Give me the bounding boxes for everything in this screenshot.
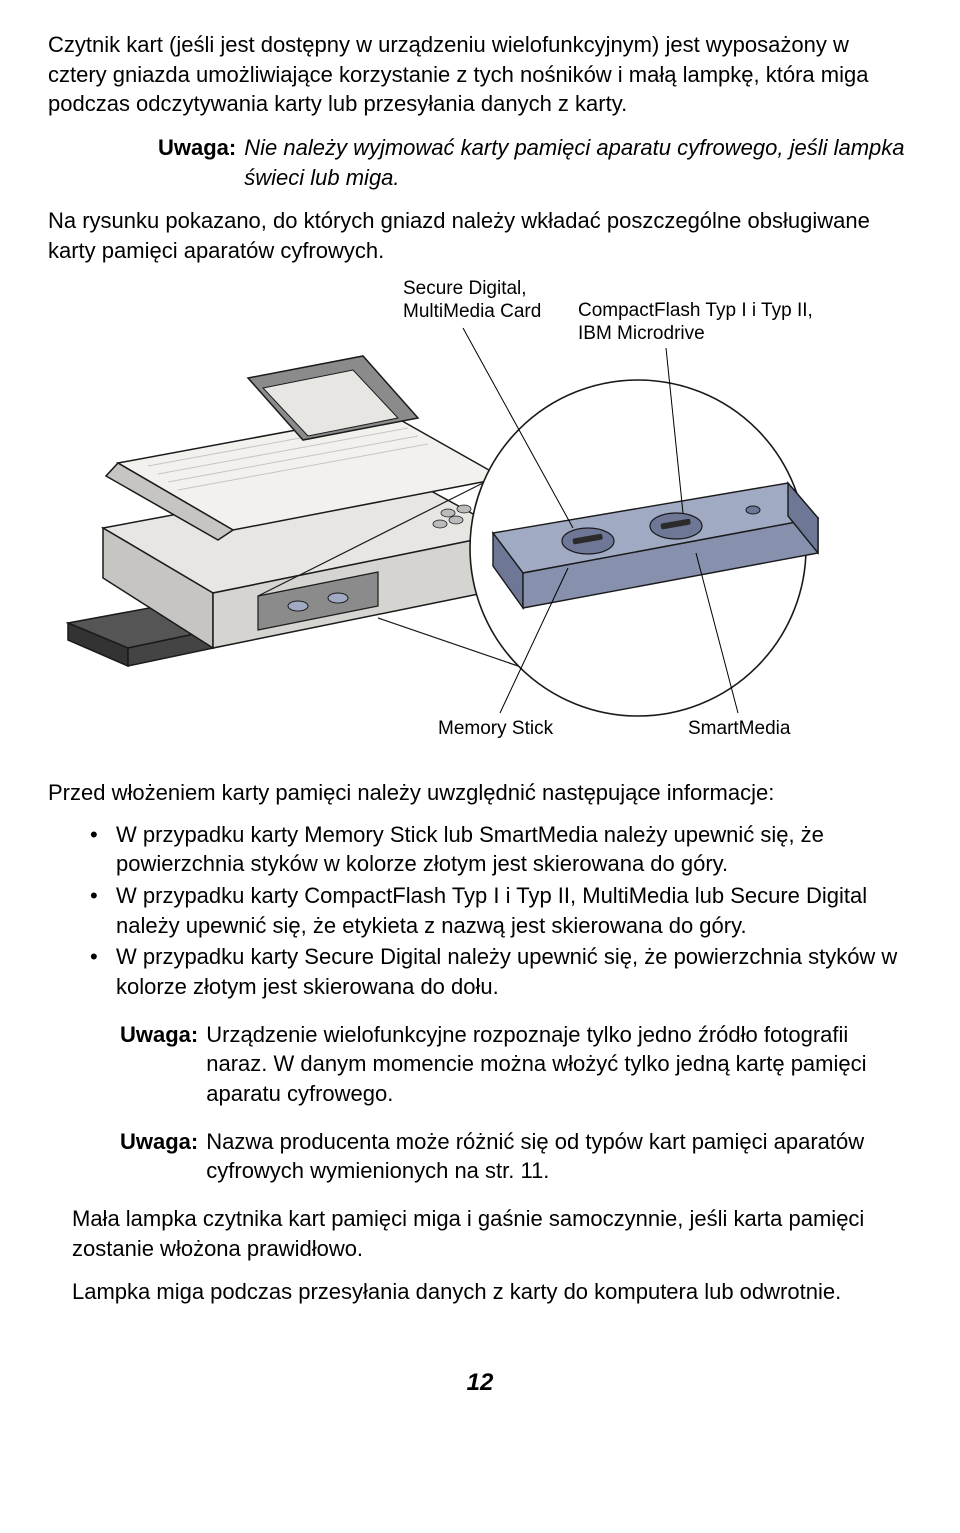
- bullet-list: W przypadku karty Memory Stick lub Smart…: [90, 820, 912, 1002]
- note-2: Uwaga: Urządzenie wielofunkcyjne rozpozn…: [120, 1020, 912, 1109]
- printer-figure: Secure Digital, MultiMedia Card CompactF…: [48, 278, 912, 768]
- note-1-text: Nie należy wyjmować karty pamięci aparat…: [244, 133, 912, 192]
- paragraph-intro: Czytnik kart (jeśli jest dostępny w urzą…: [48, 30, 912, 119]
- note-1-label: Uwaga:: [158, 133, 236, 192]
- printer-diagram-svg: [48, 278, 912, 768]
- note-2-label: Uwaga:: [120, 1020, 198, 1109]
- note-3-label: Uwaga:: [120, 1127, 198, 1186]
- note-1: Uwaga: Nie należy wyjmować karty pamięci…: [158, 133, 912, 192]
- bullet-2: W przypadku karty CompactFlash Typ I i T…: [90, 881, 912, 940]
- callout-sd: Secure Digital, MultiMedia Card: [403, 278, 541, 324]
- callout-sm: SmartMedia: [688, 718, 790, 741]
- note-3: Uwaga: Nazwa producenta może różnić się …: [120, 1127, 912, 1186]
- bullet-3: W przypadku karty Secure Digital należy …: [90, 942, 912, 1001]
- page-number: 12: [48, 1367, 912, 1399]
- paragraph-before-bullets: Przed włożeniem karty pamięci należy uwz…: [48, 778, 912, 808]
- note-2-text: Urządzenie wielofunkcyjne rozpoznaje tyl…: [206, 1020, 912, 1109]
- note-3-text: Nazwa producenta może różnić się od typó…: [206, 1127, 912, 1186]
- paragraph-lamp-1: Mała lampka czytnika kart pamięci miga i…: [72, 1204, 912, 1263]
- bullet-1: W przypadku karty Memory Stick lub Smart…: [90, 820, 912, 879]
- callout-cf: CompactFlash Typ I i Typ II, IBM Microdr…: [578, 300, 813, 346]
- callout-ms: Memory Stick: [438, 718, 553, 741]
- paragraph-lamp-2: Lampka miga podczas przesyłania danych z…: [72, 1277, 912, 1307]
- paragraph-figure-intro: Na rysunku pokazano, do których gniazd n…: [48, 206, 912, 265]
